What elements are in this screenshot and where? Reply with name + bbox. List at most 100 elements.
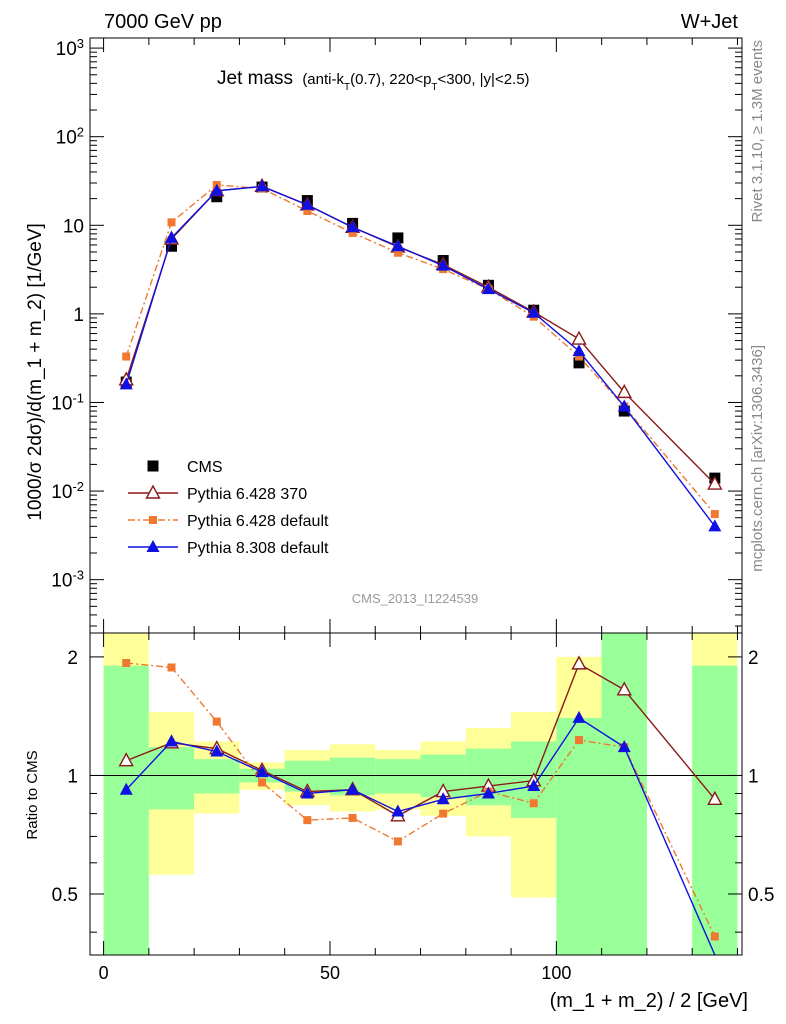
ratio-point-0-11 xyxy=(616,681,632,696)
legend-label-1: Pythia 6.428 370 xyxy=(187,486,307,503)
y-tick-exp-5: 2 xyxy=(77,124,84,139)
ratio-point-2-4 xyxy=(300,786,314,799)
legend-label-2: Pythia 6.428 default xyxy=(187,513,329,530)
y-tick-label-2: 10-1 xyxy=(51,390,84,415)
ratio-point-2-7 xyxy=(436,792,450,805)
y-tick-label-5: 102 xyxy=(56,124,84,149)
green-band-10 xyxy=(556,717,602,955)
y-tick-exp-2: -1 xyxy=(72,390,84,405)
ratio-point-0-0 xyxy=(118,752,134,767)
main-point-2-5 xyxy=(348,228,357,237)
main-point-1-11 xyxy=(616,383,632,399)
ratio-point-2-5 xyxy=(346,782,360,795)
analysis-id-label: CMS_2013_I1224539 xyxy=(352,591,479,606)
ratio-point-0-12 xyxy=(707,790,723,805)
ratio-point-2-9 xyxy=(527,779,541,792)
chart-title-main: Jet mass xyxy=(217,68,293,89)
main-point-0-10 xyxy=(573,357,585,369)
main-point-3-9 xyxy=(527,305,541,318)
main-y-axis-label: 1000/σ 2dσ)/d(m_1 + m_2) [1/GeV] xyxy=(25,223,46,521)
main-point-3-4 xyxy=(300,197,314,210)
ratio-point-1-0 xyxy=(122,658,131,667)
main-point-3-12 xyxy=(708,519,722,532)
header-process-label: W+Jet xyxy=(681,11,739,33)
header-energy-label: 7000 GeV pp xyxy=(104,11,222,33)
ratio-point-2-2 xyxy=(210,744,224,757)
y-tick-exp-6: 3 xyxy=(77,36,84,51)
main-point-3-3 xyxy=(255,179,269,192)
ratio-point-1-9 xyxy=(529,799,538,808)
ratio-point-2-3 xyxy=(255,765,269,778)
ratio-point-1-7 xyxy=(439,809,448,818)
main-point-3-10 xyxy=(572,344,586,357)
main-point-2-12 xyxy=(710,510,719,519)
ratio-point-0-10 xyxy=(571,655,587,670)
rivet-version-label: Rivet 3.1.10, ≥ 1.3M events xyxy=(749,40,766,223)
ratio-point-1-12 xyxy=(710,932,719,941)
ratio-point-1-10 xyxy=(575,736,583,745)
ratio-point-2-1 xyxy=(165,734,178,747)
ratio-tick-label-right-2: 2 xyxy=(748,648,759,669)
y-tick-base-1: 10 xyxy=(51,482,72,503)
main-point-0-6 xyxy=(392,232,404,244)
main-point-3-8 xyxy=(481,282,495,295)
ratio-point-2-10 xyxy=(572,710,586,723)
y-tick-exp-0: -3 xyxy=(72,567,84,582)
main-point-2-0 xyxy=(122,352,131,361)
ratio-point-2-8 xyxy=(481,786,495,799)
y-tick-base-6: 10 xyxy=(56,39,77,60)
ratio-point-1-4 xyxy=(303,816,312,825)
main-point-3-6 xyxy=(391,239,405,252)
main-point-3-1 xyxy=(165,230,178,243)
main-point-0-2 xyxy=(211,191,223,203)
y-tick-base-4: 10 xyxy=(63,216,84,237)
legend-marker-1 xyxy=(145,484,161,499)
ratio-point-2-6 xyxy=(391,804,405,817)
ratio-tick-label-left-0: 0.5 xyxy=(52,885,78,906)
ratio-tick-label-left-2: 2 xyxy=(67,648,78,669)
y-tick-base-0: 10 xyxy=(51,571,72,592)
y-tick-label-4: 10 xyxy=(63,216,84,237)
legend-marker-3 xyxy=(146,540,160,552)
y-tick-label-0: 10-3 xyxy=(51,567,84,592)
legend: CMS Pythia 6.428 370 Pythia 6.428 default P… xyxy=(128,459,329,557)
main-point-0-1 xyxy=(166,240,177,252)
ratio-tick-label-right-0: 0.5 xyxy=(748,885,774,906)
main-point-3-2 xyxy=(210,183,224,196)
mcplots-label: mcplots.cern.ch [arXiv:1306.3436] xyxy=(749,345,766,572)
legend-marker-0 xyxy=(147,460,159,472)
y-tick-base-3: 1 xyxy=(73,305,84,326)
chart-title: Jet mass (anti-kT(0.7), 220<pT<300, |y|<… xyxy=(217,68,530,93)
ratio-point-1-3 xyxy=(258,778,267,787)
y-tick-exp-1: -2 xyxy=(72,479,84,494)
legend-label-3: Pythia 8.308 default xyxy=(187,540,329,557)
main-point-1-12 xyxy=(707,475,723,490)
main-point-2-4 xyxy=(303,206,312,215)
main-point-3-11 xyxy=(617,399,631,412)
x-tick-label-2: 100 xyxy=(541,963,571,983)
ratio-tick-label-left-1: 1 xyxy=(67,766,78,787)
y-tick-base-2: 10 xyxy=(51,393,72,414)
green-band-0 xyxy=(103,665,149,955)
main-series-0 xyxy=(120,181,721,484)
ratio-uncertainty-bands xyxy=(103,633,738,955)
green-band-2 xyxy=(194,759,240,794)
ratio-y-axis-label: Ratio to CMS xyxy=(24,750,41,839)
legend-label-0: CMS xyxy=(187,459,223,476)
main-panel-series xyxy=(118,177,723,532)
x-axis-label: (m_1 + m_2) / 2 [GeV] xyxy=(550,990,748,1012)
y-tick-label-3: 1 xyxy=(73,305,84,326)
y-tick-label-6: 103 xyxy=(56,36,84,61)
ratio-point-1-6 xyxy=(393,837,402,846)
main-point-2-6 xyxy=(393,248,402,257)
ratio-point-2-11 xyxy=(617,740,631,753)
main-point-3-0 xyxy=(119,377,133,390)
ratio-tick-label-right-1: 1 xyxy=(748,766,759,787)
green-band-1 xyxy=(148,747,195,810)
green-band-6 xyxy=(375,759,421,794)
main-point-2-10 xyxy=(575,352,583,361)
green-band-12 xyxy=(692,665,738,955)
main-line-1 xyxy=(125,185,716,485)
